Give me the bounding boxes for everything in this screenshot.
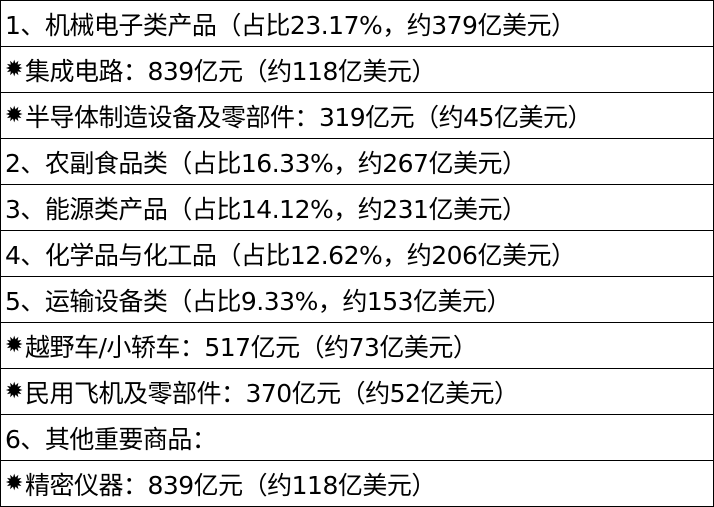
row-text: 1、机械电子类产品（占比23.17%，约379亿美元） bbox=[5, 10, 576, 40]
sub-item-row: ✹ 越野车/小轿车：517亿元（约73亿美元） bbox=[1, 323, 713, 369]
row-text: 3、能源类产品（占比14.12%，约231亿美元） bbox=[5, 194, 527, 224]
row-text: 6、其他重要商品： bbox=[5, 424, 217, 454]
category-row: 4、化学品与化工品（占比12.62%，约206亿美元） bbox=[1, 231, 713, 277]
row-text: 越野车/小轿车：517亿元（约73亿美元） bbox=[24, 332, 478, 362]
row-text: 半导体制造设备及零部件：319亿元（约45亿美元） bbox=[24, 102, 593, 132]
star-bullet-icon: ✹ bbox=[5, 103, 23, 128]
category-row: 5、运输设备类（占比9.33%，约153亿美元） bbox=[1, 277, 713, 323]
row-text: 4、化学品与化工品（占比12.62%，约206亿美元） bbox=[5, 240, 576, 270]
row-text: 集成电路：839亿元（约118亿美元） bbox=[24, 56, 436, 86]
star-bullet-icon: ✹ bbox=[5, 57, 23, 82]
row-text: 5、运输设备类（占比9.33%，约153亿美元） bbox=[5, 286, 512, 316]
star-bullet-icon: ✹ bbox=[5, 471, 23, 496]
row-text: 民用飞机及零部件：370亿元（约52亿美元） bbox=[24, 378, 519, 408]
row-text: 精密仪器：839亿元（约118亿美元） bbox=[24, 470, 436, 500]
category-row: 1、机械电子类产品（占比23.17%，约379亿美元） bbox=[1, 1, 713, 47]
star-bullet-icon: ✹ bbox=[5, 333, 23, 358]
category-row: 6、其他重要商品： bbox=[1, 415, 713, 461]
sub-item-row: ✹ 半导体制造设备及零部件：319亿元（约45亿美元） bbox=[1, 93, 713, 139]
sub-item-row: ✹ 民用飞机及零部件：370亿元（约52亿美元） bbox=[1, 369, 713, 415]
sub-item-row: ✹ 精密仪器：839亿元（约118亿美元） bbox=[1, 461, 713, 507]
sub-item-row: ✹ 集成电路：839亿元（约118亿美元） bbox=[1, 47, 713, 93]
star-bullet-icon: ✹ bbox=[5, 379, 23, 404]
row-text: 2、农副食品类（占比16.33%，约267亿美元） bbox=[5, 148, 527, 178]
category-row: 2、农副食品类（占比16.33%，约267亿美元） bbox=[1, 139, 713, 185]
category-row: 3、能源类产品（占比14.12%，约231亿美元） bbox=[1, 185, 713, 231]
